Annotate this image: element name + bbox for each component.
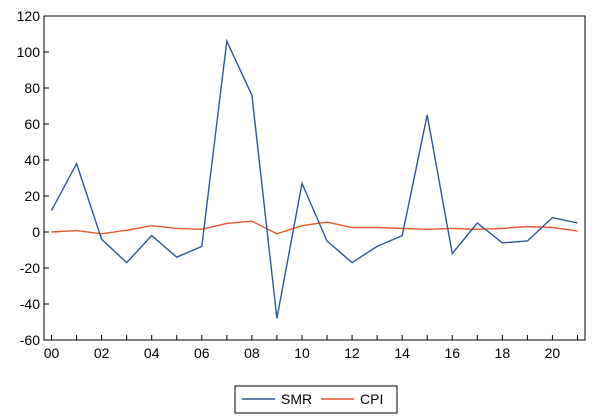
y-tick-label: -60 (20, 332, 40, 348)
y-tick-label: 80 (24, 80, 40, 96)
x-tick-label: 18 (495, 345, 511, 361)
y-tick-label: -40 (20, 296, 40, 312)
plot-area (43, 15, 586, 341)
x-tick-label: 10 (294, 345, 310, 361)
y-tick-label: 20 (24, 188, 40, 204)
x-tick-label: 06 (194, 345, 210, 361)
series-layer (50, 38, 578, 319)
y-tick-label: -20 (20, 260, 40, 276)
series-line-smr (50, 38, 578, 319)
x-tick-label: 08 (244, 345, 260, 361)
y-tick-label: 0 (32, 224, 40, 240)
x-tick-label: 02 (94, 345, 110, 361)
legend-label-cpi: CPI (360, 391, 383, 407)
y-tick-label: 120 (17, 8, 41, 24)
x-axis: 00 02 04 06 08 10 12 14 16 18 20 (44, 335, 578, 361)
plot-frame (43, 15, 586, 341)
series-line-cpi (51, 220, 578, 235)
y-tick-label: 100 (17, 44, 41, 60)
x-tick-label: 20 (545, 345, 561, 361)
x-tick-label: 16 (444, 345, 460, 361)
legend-label-smr: SMR (281, 391, 312, 407)
x-tick-label: 04 (144, 345, 160, 361)
x-tick-label: 00 (44, 345, 60, 361)
y-tick-label: 40 (24, 152, 40, 168)
x-tick-label: 12 (344, 345, 360, 361)
legend: SMR CPI (234, 385, 398, 414)
y-axis: 120 100 80 60 40 20 0 -20 -40 -60 (17, 8, 49, 348)
x-tick-label: 14 (394, 345, 410, 361)
y-tick-label: 60 (24, 116, 40, 132)
